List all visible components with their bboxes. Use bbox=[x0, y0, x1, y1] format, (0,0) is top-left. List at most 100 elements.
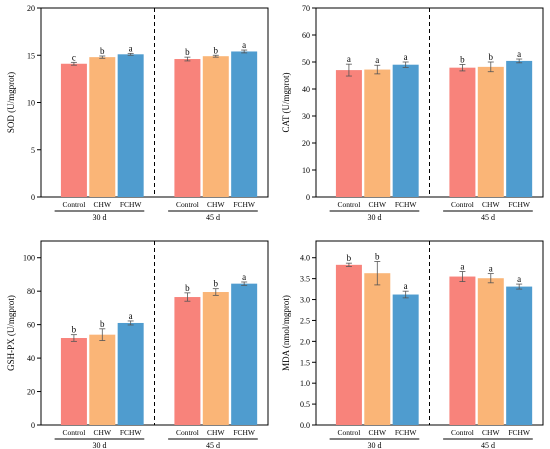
y-axis-label: MDA (nmol/mgprot) bbox=[281, 295, 291, 371]
x-category-label: FCHW bbox=[233, 200, 256, 209]
significance-letter: b bbox=[460, 54, 465, 64]
group-label: 45 d bbox=[206, 441, 220, 449]
bar bbox=[477, 278, 504, 425]
bar bbox=[60, 338, 87, 425]
y-tick-label: 60 bbox=[302, 31, 310, 40]
x-category-label: CHW bbox=[94, 200, 112, 209]
bar bbox=[117, 322, 144, 425]
bar bbox=[174, 59, 201, 197]
x-category-label: Control bbox=[62, 200, 85, 209]
significance-letter: a bbox=[517, 49, 521, 59]
bar bbox=[202, 56, 229, 197]
y-tick-label: 1.5 bbox=[300, 358, 310, 367]
group-label: 45 d bbox=[481, 441, 495, 449]
bar bbox=[477, 66, 504, 197]
x-category-label: CHW bbox=[207, 428, 225, 437]
x-category-label: CHW bbox=[94, 428, 112, 437]
y-tick-label: 20 bbox=[302, 139, 310, 148]
significance-letter: b bbox=[347, 253, 352, 263]
x-category-label: Control bbox=[451, 428, 474, 437]
significance-letter: b bbox=[100, 319, 105, 329]
y-tick-label: 20 bbox=[27, 388, 35, 397]
x-category-label: FCHW bbox=[120, 200, 143, 209]
group-label: 30 d bbox=[92, 441, 106, 449]
bar bbox=[231, 51, 258, 197]
bar bbox=[231, 283, 258, 425]
y-tick-label: 0 bbox=[31, 193, 35, 202]
y-axis-label: SOD (U/mgprot) bbox=[6, 72, 16, 133]
x-category-label: FCHW bbox=[233, 428, 256, 437]
y-tick-label: 0 bbox=[306, 193, 310, 202]
y-tick-label: 60 bbox=[27, 321, 35, 330]
y-tick-label: 100 bbox=[23, 254, 35, 263]
y-tick-label: 3.0 bbox=[300, 296, 310, 305]
group-label: 45 d bbox=[206, 213, 220, 222]
x-category-label: Control bbox=[337, 428, 360, 437]
significance-letter: a bbox=[489, 264, 493, 274]
x-category-label: Control bbox=[176, 428, 199, 437]
y-tick-label: 15 bbox=[27, 51, 35, 60]
x-category-label: Control bbox=[451, 200, 474, 209]
y-tick-label: 0.0 bbox=[300, 421, 310, 430]
x-category-label: CHW bbox=[482, 428, 500, 437]
y-tick-label: 10 bbox=[27, 99, 35, 108]
bar bbox=[335, 70, 362, 197]
x-category-label: FCHW bbox=[120, 428, 143, 437]
group-label: 30 d bbox=[92, 213, 106, 222]
y-tick-label: 0 bbox=[31, 421, 35, 430]
bar bbox=[449, 276, 476, 425]
bar bbox=[174, 297, 201, 425]
y-tick-label: 2.0 bbox=[300, 337, 310, 346]
y-tick-label: 4.0 bbox=[300, 254, 310, 263]
y-tick-label: 1.0 bbox=[300, 379, 310, 388]
significance-letter: a bbox=[460, 262, 464, 272]
significance-letter: a bbox=[242, 272, 246, 282]
x-category-label: Control bbox=[176, 200, 199, 209]
x-category-label: CHW bbox=[369, 200, 387, 209]
x-category-label: CHW bbox=[207, 200, 225, 209]
y-tick-label: 2.5 bbox=[300, 316, 310, 325]
bar bbox=[89, 57, 116, 197]
y-axis-label: CAT (U/mgprot) bbox=[281, 72, 291, 132]
significance-letter: a bbox=[404, 281, 408, 291]
y-tick-label: 3.5 bbox=[300, 275, 310, 284]
significance-letter: b bbox=[72, 325, 77, 335]
y-tick-label: 0.5 bbox=[300, 400, 310, 409]
y-axis-label: GSH-PX (U/mgprot) bbox=[6, 295, 16, 371]
x-category-label: FCHW bbox=[395, 428, 418, 437]
y-tick-label: 80 bbox=[27, 287, 35, 296]
significance-letter: b bbox=[185, 283, 190, 293]
x-category-label: FCHW bbox=[508, 200, 531, 209]
significance-letter: a bbox=[347, 54, 351, 64]
bar bbox=[449, 67, 476, 197]
x-category-label: Control bbox=[337, 200, 360, 209]
y-tick-label: 10 bbox=[302, 166, 310, 175]
x-category-label: Control bbox=[62, 428, 85, 437]
significance-letter: b bbox=[214, 279, 219, 289]
bar bbox=[117, 54, 144, 198]
y-tick-label: 40 bbox=[302, 85, 310, 94]
x-category-label: CHW bbox=[482, 200, 500, 209]
bar bbox=[335, 264, 362, 425]
group-label: 45 d bbox=[481, 213, 495, 222]
significance-letter: c bbox=[72, 52, 76, 62]
bar bbox=[506, 286, 533, 425]
significance-letter: a bbox=[129, 311, 133, 321]
bar bbox=[364, 69, 391, 197]
bar bbox=[506, 60, 533, 197]
y-tick-label: 70 bbox=[302, 4, 310, 13]
significance-letter: a bbox=[375, 55, 379, 65]
significance-letter: a bbox=[129, 43, 133, 53]
x-category-label: CHW bbox=[369, 428, 387, 437]
significance-letter: b bbox=[185, 47, 190, 57]
significance-letter: a bbox=[242, 40, 246, 50]
y-tick-label: 50 bbox=[302, 58, 310, 67]
significance-letter: b bbox=[489, 52, 494, 62]
x-category-label: FCHW bbox=[508, 428, 531, 437]
y-tick-label: 20 bbox=[27, 4, 35, 13]
y-tick-label: 40 bbox=[27, 354, 35, 363]
y-tick-label: 5 bbox=[31, 146, 35, 155]
bar bbox=[392, 294, 419, 425]
significance-letter: b bbox=[375, 251, 380, 261]
